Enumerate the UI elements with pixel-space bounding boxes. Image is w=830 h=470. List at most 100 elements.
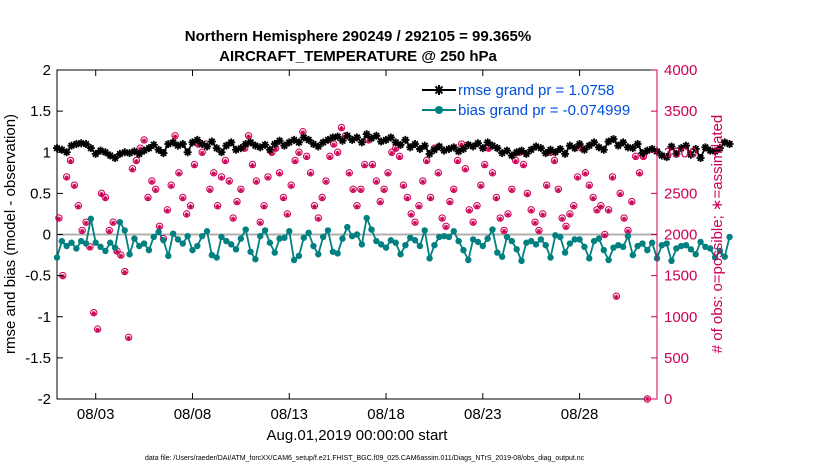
obs-assimilated-point (130, 167, 135, 172)
obs-assimilated-point (157, 224, 162, 230)
bias-point (348, 232, 356, 240)
bias-point (266, 239, 274, 246)
bias-point (581, 243, 588, 251)
obs-assimilated-point (567, 212, 573, 218)
bias-point (576, 236, 583, 243)
rmse-point (294, 138, 303, 147)
bias-point (73, 245, 80, 252)
obs-assimilated-point (621, 216, 627, 222)
rmse-point (672, 149, 681, 158)
obs-assimilated-point (443, 224, 449, 230)
bias-point (111, 244, 119, 251)
obs-assimilated-point (79, 228, 85, 234)
obs-assimilated-point (598, 204, 604, 209)
obs-assimilated-point (602, 232, 608, 238)
bias-point (644, 246, 651, 254)
obs-assimilated-point (288, 183, 294, 189)
y-left-tick-label: -1 (38, 309, 51, 326)
rmse-point (604, 137, 613, 146)
y-left-tick-label: 1 (43, 144, 51, 161)
bias-point (77, 237, 85, 245)
rmse-point (420, 141, 429, 150)
rmse-point (691, 144, 700, 153)
obs-assimilated-point (559, 216, 565, 222)
obs-assimilated-point (308, 171, 313, 177)
rmse-point (541, 149, 550, 158)
bias-point (615, 241, 622, 249)
bias-point (702, 243, 709, 251)
obs-assimilated-point (552, 158, 557, 164)
bias-point (721, 253, 728, 260)
footer-data-file: data file: /Users/raeder/DAI/ATM_forcXX/… (145, 455, 585, 462)
bias-point (58, 237, 66, 245)
obs-assimilated-point (490, 171, 495, 177)
bias-point (358, 241, 366, 248)
obs-assimilated-point (253, 179, 259, 185)
y-right-tick-label: 0 (664, 391, 672, 408)
rmse-point (217, 148, 226, 157)
obs-assimilated-point (118, 253, 124, 259)
rmse-point (232, 145, 241, 154)
obs-assimilated-point (106, 228, 112, 234)
obs-assimilated-point (335, 150, 341, 156)
rmse-point (261, 140, 270, 149)
legend-bias-label: bias grand pr = -0.074999 (458, 102, 630, 119)
rmse-point (304, 135, 313, 144)
obs-assimilated-point (315, 216, 321, 222)
bias-point (402, 241, 409, 249)
obs-assimilated-point (180, 195, 186, 201)
bias-point (339, 235, 346, 242)
obs-assimilated-point (474, 204, 480, 209)
bias-point (218, 233, 225, 241)
bias-point (426, 255, 433, 262)
rmse-point (120, 148, 129, 157)
obs-assimilated-point (184, 212, 190, 218)
rmse-point (188, 138, 197, 147)
rmse-point (169, 138, 178, 147)
y-right-tick-label: 1000 (664, 309, 697, 326)
bias-point (571, 236, 578, 243)
rmse-point (648, 144, 657, 153)
obs-assimilated-point (381, 187, 387, 193)
bias-point (600, 246, 607, 254)
obs-assimilated-point (246, 134, 252, 140)
rmse-point (67, 141, 76, 150)
obs-assimilated-point (358, 187, 364, 193)
rmse-point (628, 144, 637, 153)
rmse-point (561, 149, 570, 158)
bias-point (552, 232, 559, 239)
obs-assimilated-point (219, 175, 224, 181)
obs-assimilated-point (137, 146, 143, 152)
obs-assimilated-point (482, 163, 488, 168)
rmse-point (275, 136, 284, 145)
rmse-point (319, 138, 328, 147)
rmse-point (469, 142, 478, 151)
obs-assimilated-point (110, 220, 116, 226)
rmse-point (53, 144, 61, 153)
bias-point (295, 252, 303, 260)
rmse-point (256, 143, 265, 152)
bias-point (697, 238, 704, 246)
obs-assimilated-point (192, 163, 197, 168)
obs-assimilated-point (610, 175, 615, 181)
rmse-point (536, 144, 545, 153)
rmse-point (435, 142, 444, 151)
obs-assimilated-point (370, 163, 375, 168)
obs-assimilated-point (304, 154, 310, 160)
rmse-point (638, 149, 647, 158)
y-left-tick-label: 2 (43, 62, 51, 79)
bias-point (126, 251, 133, 258)
obs-assimilated-point (524, 191, 530, 197)
rmse-point (212, 144, 221, 153)
bias-point (82, 240, 90, 247)
y-right-tick-label: 4000 (664, 62, 697, 79)
rmse-point (357, 138, 366, 147)
bias-point (140, 240, 148, 247)
y-left-tick-label: 0.5 (30, 185, 51, 202)
obs-assimilated-point (501, 228, 507, 234)
obs-assimilated-point (331, 142, 337, 148)
x-axis: 08/03 08/08 08/13 08/18 08/23 08/28 (77, 70, 598, 423)
bias-point (353, 231, 361, 238)
bias-point (160, 237, 167, 244)
rmse-point (590, 138, 599, 147)
